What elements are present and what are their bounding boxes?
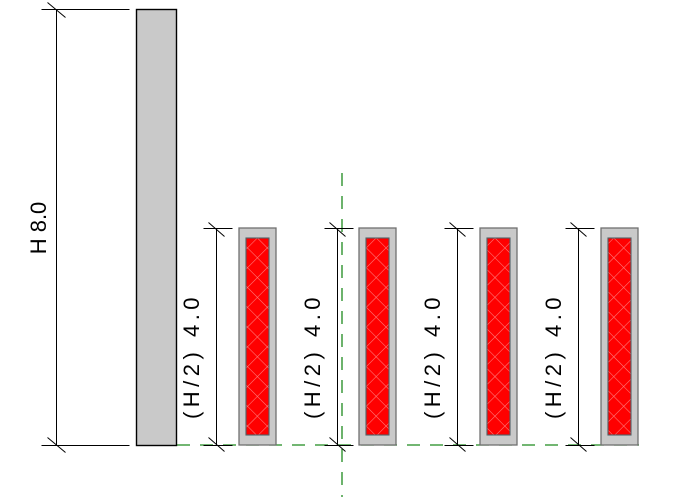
svg-text:H 8.0: H 8.0 — [26, 202, 51, 255]
svg-text:(H/2) 4.0: (H/2) 4.0 — [420, 293, 445, 419]
svg-text:(H/2) 4.0: (H/2) 4.0 — [179, 293, 204, 419]
svg-text:(H/2) 4.0: (H/2) 4.0 — [541, 293, 566, 419]
svg-text:(H/2) 4.0: (H/2) 4.0 — [300, 293, 325, 419]
